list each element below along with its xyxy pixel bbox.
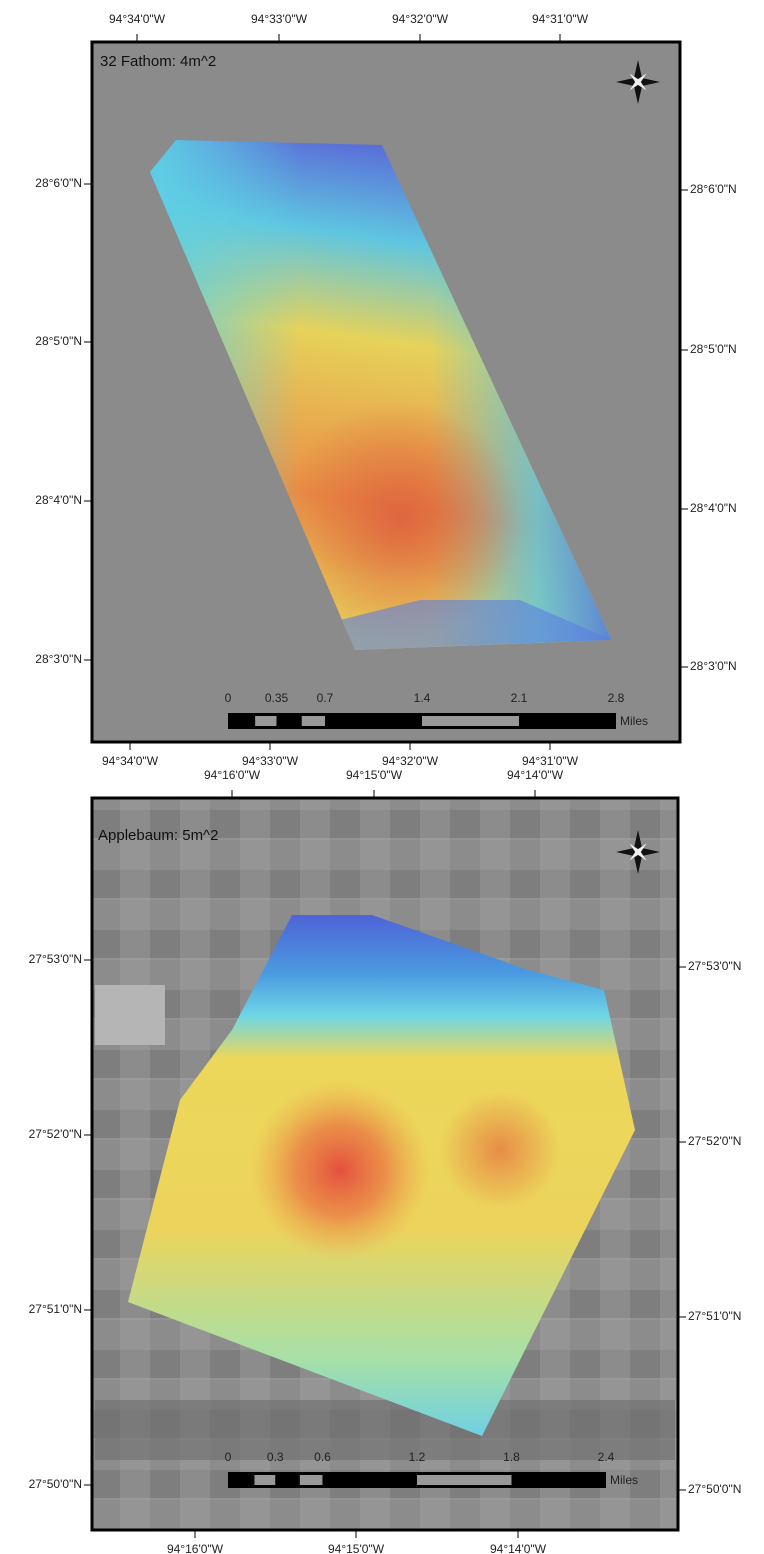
longitude-label: 94°33'0"W bbox=[251, 12, 308, 26]
scale-unit: Miles bbox=[610, 1473, 638, 1487]
scale-label: 0 bbox=[225, 691, 232, 705]
scale-bar-segment bbox=[255, 716, 277, 726]
map-title: Applebaum: 5m^2 bbox=[98, 827, 218, 844]
north-arrow bbox=[616, 830, 660, 874]
map-title: 32 Fathom: 4m^2 bbox=[100, 53, 216, 70]
latitude-label: 27°52'0"N bbox=[688, 1134, 741, 1148]
background-patch bbox=[95, 985, 165, 1045]
scale-label: 1.2 bbox=[409, 1450, 426, 1464]
latitude-label: 27°50'0"N bbox=[688, 1482, 741, 1496]
latitude-label: 27°53'0"N bbox=[688, 959, 741, 973]
longitude-label: 94°14'0"W bbox=[490, 1542, 547, 1554]
latitude-label: 28°5'0"N bbox=[690, 342, 737, 356]
longitude-label: 94°34'0"W bbox=[109, 12, 166, 26]
latitude-label: 28°6'0"N bbox=[35, 176, 82, 190]
scale-label: 2.1 bbox=[511, 691, 528, 705]
scale-unit: Miles bbox=[620, 714, 648, 728]
scale-label: 0.6 bbox=[314, 1450, 331, 1464]
scale-label: 1.4 bbox=[414, 691, 431, 705]
longitude-label: 94°31'0"W bbox=[532, 12, 589, 26]
latitude-label: 28°4'0"N bbox=[35, 493, 82, 507]
latitude-label: 27°51'0"N bbox=[29, 1302, 82, 1316]
latitude-label: 28°3'0"N bbox=[690, 659, 737, 673]
latitude-label: 28°3'0"N bbox=[35, 652, 82, 666]
longitude-label: 94°16'0"W bbox=[167, 1542, 224, 1554]
background-patch bbox=[95, 1400, 675, 1460]
latitude-label: 27°53'0"N bbox=[29, 952, 82, 966]
scale-label: 0.3 bbox=[267, 1450, 284, 1464]
longitude-label: 94°15'0"W bbox=[346, 768, 403, 782]
scale-label: 2.8 bbox=[608, 691, 625, 705]
longitude-label: 94°15'0"W bbox=[328, 1542, 385, 1554]
scale-label: 0.35 bbox=[265, 691, 289, 705]
scale-bar-segment bbox=[301, 716, 325, 726]
north-arrow bbox=[616, 60, 660, 104]
longitude-label: 94°16'0"W bbox=[204, 768, 261, 782]
latitude-label: 28°6'0"N bbox=[690, 182, 737, 196]
latitude-label: 27°51'0"N bbox=[688, 1309, 741, 1323]
latitude-label: 28°5'0"N bbox=[35, 334, 82, 348]
latitude-label: 28°4'0"N bbox=[690, 501, 737, 515]
scale-label: 0.7 bbox=[317, 691, 334, 705]
scale-bar-segment bbox=[254, 1475, 276, 1485]
longitude-label: 94°32'0"W bbox=[392, 12, 449, 26]
longitude-label: 94°33'0"W bbox=[242, 754, 299, 768]
longitude-label: 94°14'0"W bbox=[507, 768, 564, 782]
longitude-label: 94°31'0"W bbox=[522, 754, 579, 768]
scale-bar-segment bbox=[417, 1475, 512, 1485]
latitude-label: 27°52'0"N bbox=[29, 1127, 82, 1141]
longitude-label: 94°32'0"W bbox=[382, 754, 439, 768]
scale-bar-segment bbox=[422, 716, 519, 726]
scale-label: 2.4 bbox=[598, 1450, 615, 1464]
scale-label: 1.8 bbox=[503, 1450, 520, 1464]
scale-bar-segment bbox=[299, 1475, 323, 1485]
latitude-label: 27°50'0"N bbox=[29, 1477, 82, 1491]
longitude-label: 94°34'0"W bbox=[102, 754, 159, 768]
scale-label: 0 bbox=[225, 1450, 232, 1464]
